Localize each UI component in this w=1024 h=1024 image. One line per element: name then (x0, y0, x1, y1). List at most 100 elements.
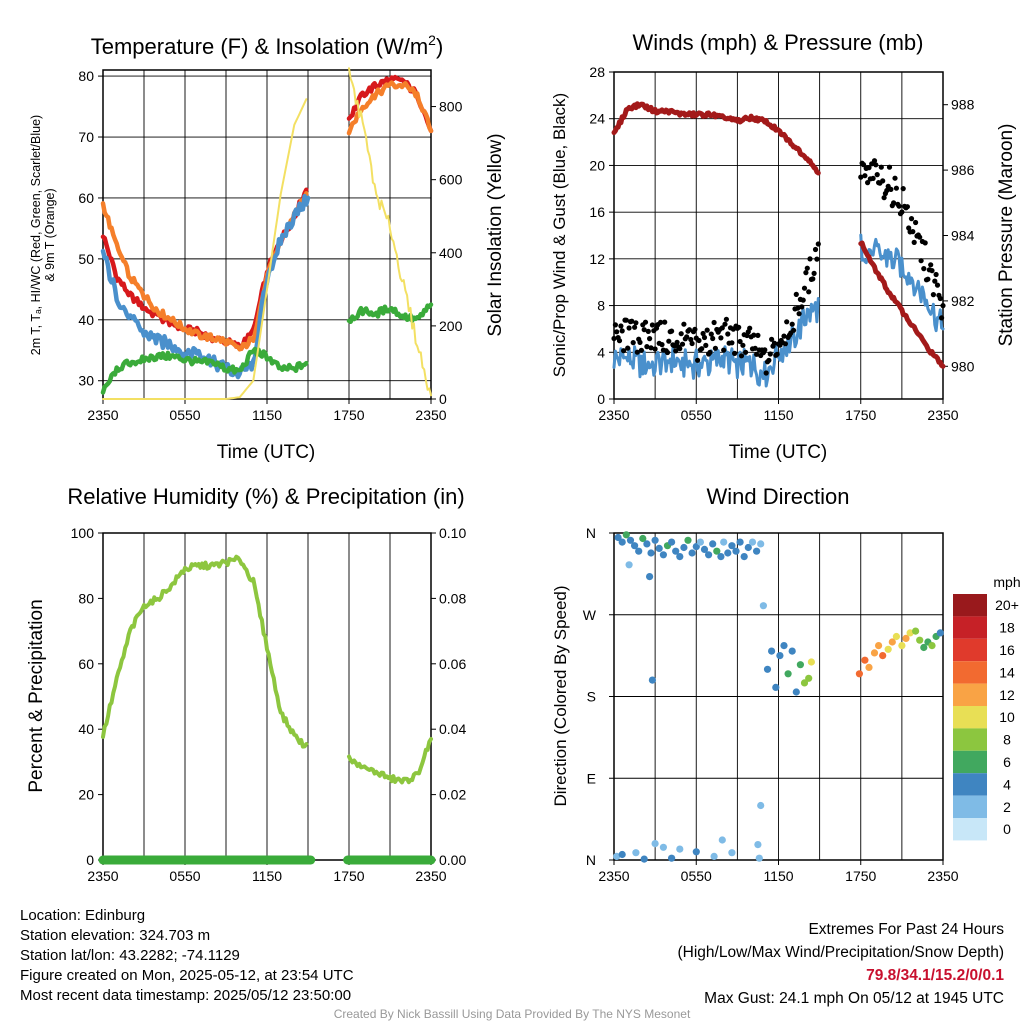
gust-point (648, 345, 654, 351)
y2-tick-label: 982 (951, 293, 975, 309)
direction-point (622, 531, 630, 539)
y-tick-label: E (587, 770, 596, 786)
y2-tick-label: 980 (951, 358, 975, 374)
direction-point (736, 538, 744, 546)
y2-tick-label: 0.08 (439, 590, 466, 606)
gust-point (704, 327, 710, 333)
direction-point (936, 629, 944, 637)
gust-point (932, 278, 938, 284)
recent-data-text: Most recent data timestamp: 2025/05/12 2… (20, 987, 352, 1004)
gust-point (810, 276, 816, 282)
gust-point (666, 338, 672, 344)
gust-point (707, 349, 713, 355)
direction-point (870, 649, 879, 657)
gust-point (729, 340, 735, 346)
gust-point (637, 339, 643, 345)
gust-point (711, 319, 717, 326)
gust-point (800, 297, 806, 303)
wind-x-axis-label: Time (UTC) (729, 442, 828, 463)
gust-point (929, 268, 935, 274)
temp-y-axis-label-line1: 2m T, Tₐ, HI/WC (Red, Green, Scarlet/Blu… (29, 115, 43, 355)
gust-point (612, 322, 619, 328)
gust-point (928, 262, 934, 268)
direction-point (710, 852, 718, 861)
direction-point (865, 663, 873, 672)
colorbar-swatch (953, 818, 987, 841)
gust-point (870, 175, 876, 181)
gust-point (632, 324, 638, 330)
direction-point (780, 642, 788, 650)
y-tick-label: 30 (78, 373, 94, 389)
y2-tick-label: 600 (439, 172, 463, 188)
gust-point (769, 336, 775, 342)
direction-point (796, 661, 805, 669)
colorbar-label: 2 (1003, 799, 1011, 815)
gust-point (658, 319, 664, 325)
direction-point (672, 547, 680, 555)
gust-point (767, 351, 773, 357)
x-tick-label: 2350 (87, 868, 118, 884)
gust-point (710, 335, 716, 342)
direction-point (696, 538, 705, 546)
direction-point (640, 855, 648, 863)
series-line-station-pressure (611, 101, 821, 176)
series-line-td (346, 302, 434, 324)
created-text: Figure created on Mon, 2025-05-12, at 23… (20, 967, 354, 984)
direction-point (639, 534, 647, 543)
gust-point (686, 327, 693, 333)
gust-point (647, 336, 653, 342)
direction-point (744, 543, 752, 552)
gust-point (623, 317, 629, 323)
colorbar-swatch (953, 706, 987, 729)
series-line-wind (859, 233, 945, 333)
gust-point (766, 357, 772, 363)
gust-point (886, 164, 893, 170)
y2-tick-label: 800 (439, 99, 463, 115)
gust-point (858, 174, 864, 180)
y-tick-label: 80 (78, 590, 94, 606)
direction-point (648, 676, 657, 684)
gust-point (699, 346, 705, 352)
colorbar-label: 14 (999, 664, 1015, 680)
gust-point (652, 346, 658, 352)
extremes-values: 79.8/34.1/15.2/0/0.1 (866, 967, 1004, 984)
direction-point (618, 850, 626, 859)
direction-point (772, 683, 780, 692)
gust-point (679, 341, 686, 347)
direction-point (643, 540, 651, 548)
direction-point (684, 536, 692, 544)
direction-point (692, 848, 700, 856)
gust-point (737, 338, 743, 345)
gust-point (674, 339, 680, 345)
gust-point (629, 318, 635, 324)
gust-point (874, 172, 880, 178)
colorbar-swatch (953, 616, 987, 639)
gust-point (736, 324, 742, 330)
gust-point (871, 158, 878, 164)
y-tick-label: 80 (78, 68, 94, 84)
temp-y2-axis-label: Solar Insolation (Yellow) (485, 133, 506, 336)
gust-point (811, 270, 817, 276)
series-line-station-pressure (858, 240, 946, 369)
x-tick-label: 0550 (169, 868, 200, 884)
gust-point (762, 347, 768, 353)
colorbar-swatch (953, 638, 987, 662)
gust-point (688, 336, 694, 343)
gust-point (681, 321, 687, 327)
y2-tick-label: 0.04 (439, 721, 466, 737)
gust-point (638, 347, 645, 353)
direction-point (676, 845, 684, 853)
direction-point (632, 849, 640, 857)
y2-tick-label: 200 (439, 318, 463, 334)
gust-point (930, 292, 937, 298)
series-line-relative-humidity (347, 737, 433, 785)
direction-point (884, 645, 892, 653)
colorbar-label: 10 (999, 709, 1015, 725)
gust-point (634, 349, 640, 355)
series-line-td (100, 346, 309, 395)
direction-point (635, 547, 643, 555)
gust-point (892, 175, 898, 181)
gust-point (664, 349, 671, 356)
series-line-solar-insolation (102, 98, 308, 400)
